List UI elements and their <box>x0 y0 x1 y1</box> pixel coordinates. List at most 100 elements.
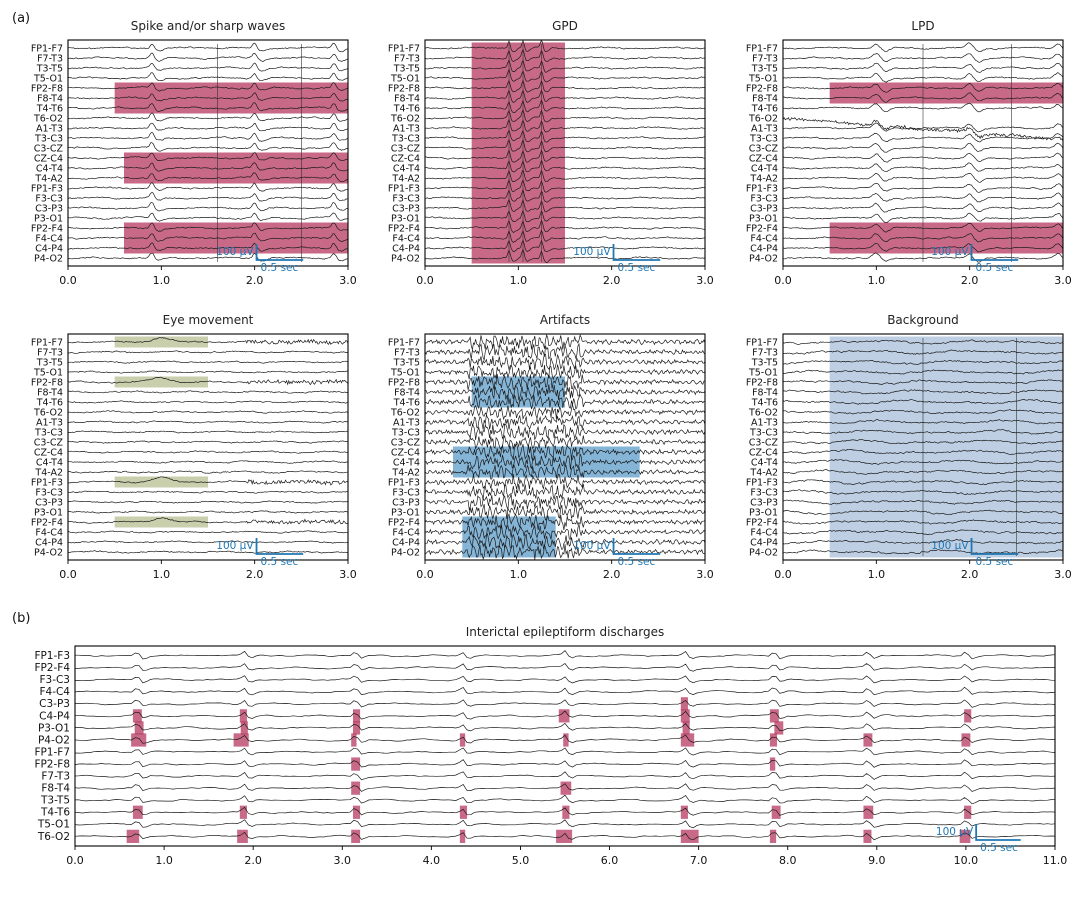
channel-label: T4-T6 <box>751 103 778 114</box>
scale-bar-time: 0.5 sec <box>261 262 299 274</box>
x-tick-label: 0.0 <box>66 854 84 867</box>
channel-label: T3-C3 <box>34 427 63 438</box>
eeg-trace <box>67 92 349 102</box>
eeg-trace <box>783 243 1064 253</box>
scale-bar <box>612 538 661 555</box>
panel-title: Eye movement <box>163 313 254 327</box>
channel-label: C4-P4 <box>392 243 420 254</box>
channel-label: T4-A2 <box>391 467 420 478</box>
channel-label: C4-P4 <box>750 537 778 548</box>
channel-label: T5-O1 <box>390 367 420 378</box>
eeg-trace <box>424 384 706 401</box>
eeg-trace <box>782 142 1064 153</box>
channel-label: C3-P3 <box>392 203 420 214</box>
x-tick-label: 2.0 <box>246 274 264 287</box>
channel-label: FP1-F7 <box>31 43 63 54</box>
channel-label: CZ-C4 <box>391 447 420 458</box>
eeg-trace <box>424 533 706 551</box>
highlight-box <box>961 733 971 747</box>
eeg-trace <box>782 419 1064 425</box>
channel-label: T3-T5 <box>36 357 63 368</box>
channel-label: C4-P4 <box>750 243 778 254</box>
channel-label: C4-T4 <box>36 457 63 468</box>
highlight-box <box>114 336 208 348</box>
channel-label: P4-O2 <box>749 253 778 264</box>
channel-label: FP2-F4 <box>31 223 63 234</box>
eeg-trace <box>68 450 349 454</box>
eeg-trace <box>424 89 706 103</box>
eeg-trace <box>74 710 1056 720</box>
x-tick-label: 7.0 <box>690 854 708 867</box>
eeg-trace <box>67 350 348 354</box>
scale-bar-amplitude: 100 μV <box>216 246 254 258</box>
scale-bar-amplitude: 100 μV <box>216 540 254 552</box>
channel-label: C3-CZ <box>391 143 421 154</box>
channel-label: P3-O1 <box>34 213 63 224</box>
channel-label: T5-O1 <box>748 73 778 84</box>
channel-label: F4-C4 <box>392 233 420 244</box>
eeg-trace <box>424 434 706 450</box>
highlight-box <box>863 829 872 843</box>
eeg-trace <box>782 173 1064 183</box>
channel-label: P4-O2 <box>749 547 778 558</box>
channel-label: F8-T4 <box>37 387 63 398</box>
eeg-trace <box>74 747 1056 756</box>
eeg-trace <box>67 360 349 364</box>
channel-label: C3-CZ <box>749 143 779 154</box>
panel-title: Interictal epileptiform discharges <box>466 625 665 639</box>
eeg-trace <box>782 152 1064 163</box>
eeg-trace <box>424 139 705 153</box>
channel-label: F4-C4 <box>35 233 63 244</box>
plot-frame <box>67 333 349 561</box>
scale-bar-amplitude: 100 μV <box>573 246 611 258</box>
x-tick-label: 0.0 <box>416 274 434 287</box>
eeg-trace <box>424 423 706 441</box>
highlight-box <box>471 42 565 264</box>
x-tick-label: 1.0 <box>153 568 171 581</box>
eeg-trace <box>782 369 1064 375</box>
highlight-box <box>114 516 208 528</box>
channel-label: C4-P4 <box>35 243 63 254</box>
eeg-trace <box>783 359 1064 365</box>
highlight-box <box>233 733 249 747</box>
eeg-trace <box>424 353 706 371</box>
channel-label: T6-O2 <box>390 113 420 124</box>
eeg-trace <box>424 118 706 133</box>
eeg-panel-2: GPD FP1-F7F7-T3T3-T5T5-O1FP2-F8F8-T4T4-T6… <box>388 19 714 287</box>
scale-bar-time: 0.5 sec <box>261 556 299 568</box>
eeg-trace <box>782 449 1064 455</box>
channel-label: C4-T4 <box>393 163 420 174</box>
eeg-trace <box>782 439 1064 445</box>
scale-bar <box>975 824 1021 841</box>
x-tick-label: 0.0 <box>59 274 77 287</box>
eeg-trace <box>782 116 1064 142</box>
channel-label: P4-O2 <box>34 547 63 558</box>
highlight-box <box>680 733 695 747</box>
highlight-box <box>240 721 248 735</box>
eeg-trace <box>74 771 1056 781</box>
scale-bar-time: 0.5 sec <box>618 262 656 274</box>
channel-label: CZ-C4 <box>34 153 63 164</box>
channel-label: C4-P4 <box>39 710 70 722</box>
eeg-trace <box>424 230 706 243</box>
eeg-trace <box>424 129 706 143</box>
highlight-box <box>680 709 690 723</box>
channel-label: P4-O2 <box>391 547 420 558</box>
eeg-trace <box>424 483 706 500</box>
eeg-trace <box>782 192 1064 203</box>
channel-label: F7-T3 <box>752 53 778 64</box>
eeg-trace <box>74 831 1056 841</box>
channel-label: C4-P4 <box>392 537 420 548</box>
eeg-trace <box>424 169 706 183</box>
eeg-panel-5: Artifacts FP1-F7F7-T3T3-T5T5-O1FP2-F8F8-T… <box>388 313 714 581</box>
eeg-trace <box>424 414 706 431</box>
eeg-trace <box>782 212 1064 223</box>
eeg-trace <box>75 722 1056 732</box>
eeg-trace <box>782 409 1064 415</box>
eeg-trace <box>74 759 1056 768</box>
eeg-trace <box>67 410 349 414</box>
eeg-trace <box>782 53 1064 63</box>
channel-label: T4-T6 <box>36 103 63 114</box>
eeg-trace <box>782 509 1064 516</box>
